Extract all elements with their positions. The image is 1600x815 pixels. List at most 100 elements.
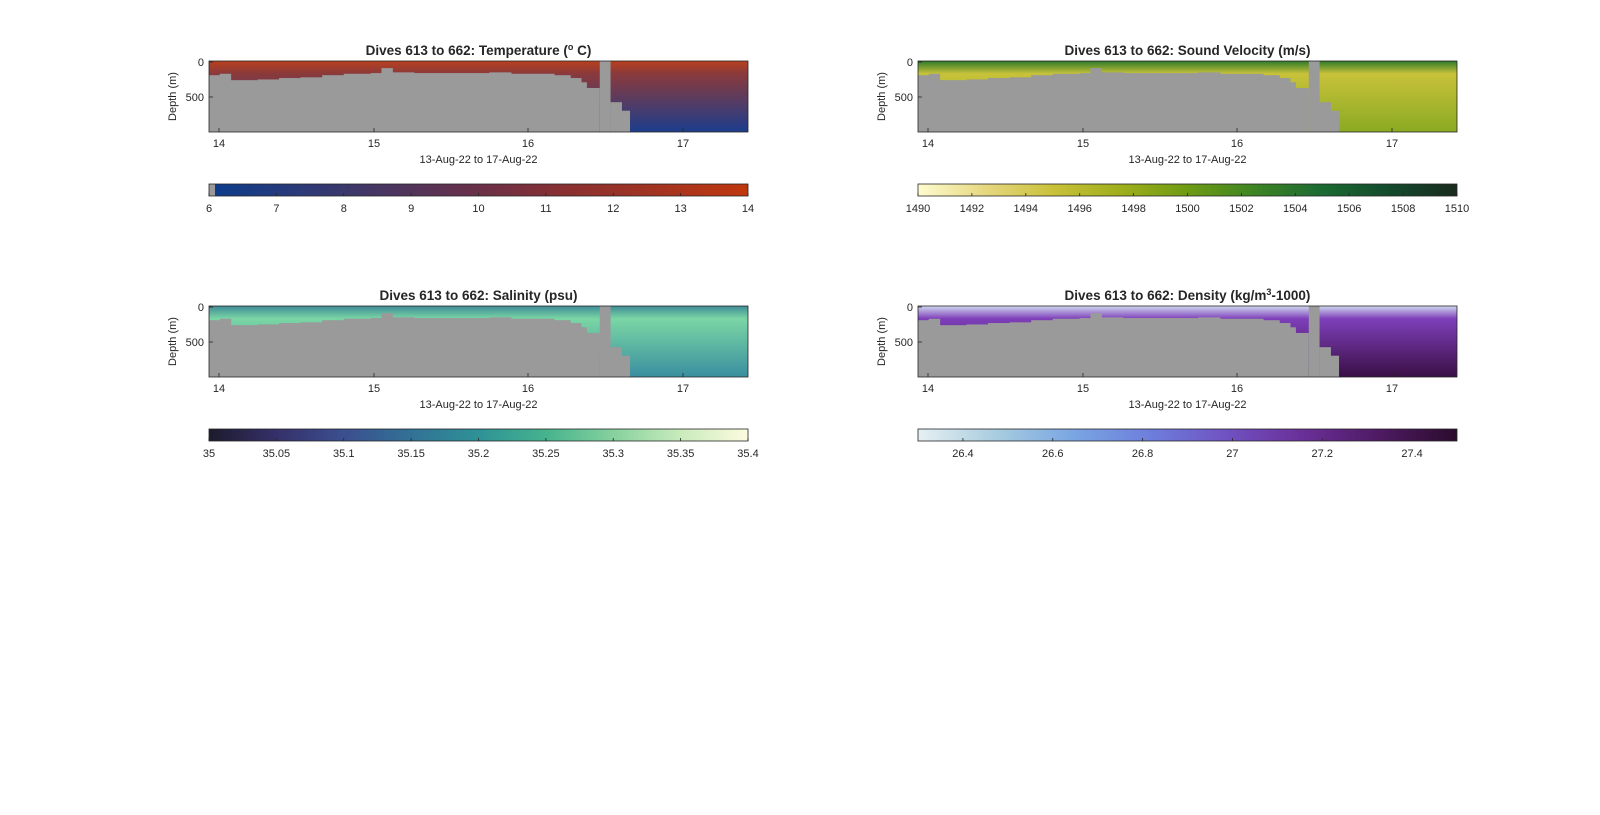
colorbar-tick-label: 35.2	[468, 448, 489, 460]
x-tick-label: 16	[1231, 138, 1243, 150]
colorbar-nodata	[209, 184, 215, 196]
no-data-mask	[1241, 318, 1264, 377]
plot-frame	[208, 305, 749, 378]
colorbar-tick-label: 1494	[1014, 203, 1038, 215]
x-axis-label: 13-Aug-22 to 17-Aug-22	[1128, 154, 1246, 166]
x-tick-label: 14	[922, 138, 934, 150]
colorbar-frame	[917, 428, 1458, 442]
no-data-mask	[1090, 68, 1102, 132]
plot-frame	[917, 305, 1458, 378]
no-data-mask	[570, 323, 582, 377]
panel-salinity: Dives 613 to 662: Salinity (psu) 14 15 16 17…	[167, 288, 759, 460]
x-axis-label: 13-Aug-22 to 17-Aug-22	[419, 154, 537, 166]
no-data-mask	[532, 318, 555, 377]
x-tick-label: 14	[922, 383, 934, 395]
no-data-mask	[467, 73, 490, 132]
no-data-mask	[586, 87, 600, 132]
colorbar-tick-label: 1496	[1067, 203, 1091, 215]
no-data-mask	[230, 325, 259, 377]
colorbar-tick-label: 14	[742, 203, 754, 215]
chart-title: Dives 613 to 662: Density (kg/m3-1000)	[1065, 287, 1311, 303]
no-data-mask	[1122, 73, 1151, 132]
colorbar-tick-label: 1492	[960, 203, 984, 215]
no-data-mask	[381, 68, 393, 132]
no-data-mask	[621, 355, 631, 377]
colorbar-tick-label: 6	[206, 203, 212, 215]
no-data-mask	[1079, 318, 1092, 377]
no-data-mask	[1279, 323, 1291, 377]
no-data-mask	[279, 323, 302, 377]
y-axis-label: Depth (m)	[167, 317, 179, 366]
y-tick-label: 500	[895, 92, 913, 104]
colorbar-tick-label: 12	[607, 203, 619, 215]
panel-temperature: Dives 613 to 662: Temperature (o C) 14 15 1…	[167, 42, 754, 215]
no-data-mask	[322, 75, 345, 132]
colorbar-tick-label: 11	[540, 203, 551, 215]
no-data-mask	[918, 75, 930, 132]
x-tick-label: 17	[677, 383, 689, 395]
no-data-mask	[610, 102, 622, 132]
no-data-mask	[553, 75, 571, 132]
no-data-mask	[370, 318, 383, 377]
x-tick-label: 17	[677, 138, 689, 150]
colorbar-tick-label: 35.3	[603, 448, 624, 460]
colorbar-tick-label: 1506	[1337, 203, 1361, 215]
no-data-mask	[1295, 87, 1309, 132]
no-data-mask	[1090, 313, 1102, 377]
no-data-mask	[580, 327, 587, 377]
y-tick-label: 0	[198, 57, 204, 69]
x-tick-label: 14	[213, 383, 225, 395]
no-data-mask	[1219, 318, 1242, 377]
no-data-mask	[322, 320, 345, 377]
no-data-mask	[343, 318, 372, 377]
panel-density: Dives 613 to 662: Density (kg/m3-1000) 14…	[876, 287, 1458, 460]
no-data-mask	[257, 79, 280, 132]
no-data-mask	[621, 110, 631, 132]
no-data-mask	[392, 72, 415, 132]
no-data-mask	[1295, 332, 1309, 377]
no-data-mask	[1289, 327, 1296, 377]
no-data-mask	[1330, 110, 1340, 132]
no-data-mask	[1101, 72, 1124, 132]
no-data-mask	[1052, 318, 1081, 377]
colorbar-tick-label: 7	[273, 203, 279, 215]
colorbar-tick-label: 1498	[1121, 203, 1145, 215]
colorbar-tick-label: 27.2	[1312, 448, 1333, 460]
no-data-mask	[219, 318, 232, 377]
colorbar-tick-label: 35.1	[333, 448, 354, 460]
colorbar	[918, 184, 1457, 196]
colorbar-tick-label: 1508	[1391, 203, 1415, 215]
plot-frame	[208, 60, 749, 133]
x-tick-label: 15	[368, 138, 380, 150]
no-data-mask	[489, 317, 512, 377]
colorbar-tick-label: 1502	[1229, 203, 1253, 215]
no-data-mask	[209, 75, 221, 132]
y-axis-label: Depth (m)	[167, 72, 179, 121]
no-data-mask	[1052, 73, 1081, 132]
x-tick-label: 16	[1231, 383, 1243, 395]
no-data-gap	[1308, 61, 1320, 132]
y-tick-label: 0	[198, 302, 204, 314]
colorbar-tick-label: 1504	[1283, 203, 1307, 215]
no-data-mask	[1241, 73, 1264, 132]
x-tick-label: 14	[213, 138, 225, 150]
no-data-mask	[370, 73, 383, 132]
y-tick-label: 0	[907, 302, 913, 314]
no-data-mask	[1101, 317, 1124, 377]
no-data-gap	[599, 61, 611, 132]
no-data-mask	[1031, 75, 1054, 132]
no-data-mask	[610, 347, 622, 377]
no-data-mask	[467, 318, 490, 377]
x-axis-label: 13-Aug-22 to 17-Aug-22	[419, 399, 537, 411]
no-data-mask	[489, 72, 512, 132]
no-data-mask	[392, 317, 415, 377]
colorbar-tick-label: 8	[341, 203, 347, 215]
colorbar-tick-label: 26.4	[952, 448, 973, 460]
no-data-mask	[257, 324, 280, 377]
no-data-mask	[1198, 72, 1221, 132]
colorbar-tick-label: 13	[675, 203, 687, 215]
no-data-mask	[300, 322, 323, 377]
no-data-mask	[939, 80, 968, 132]
no-data-mask	[510, 318, 533, 377]
